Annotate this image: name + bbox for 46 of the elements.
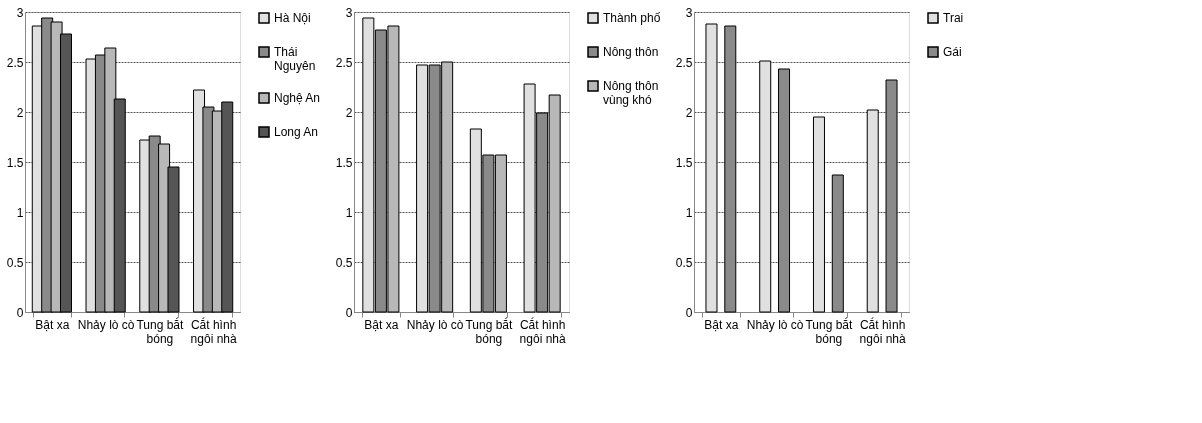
legend-label: Hà Nội	[274, 11, 311, 25]
x-tick-label: Tung bắt bóng	[136, 316, 184, 346]
x-tick-label: Tung bắt bóng	[805, 316, 853, 346]
x-tick-label: Tung bắt bóng	[465, 316, 513, 346]
legend-label: Thái Nguyên	[274, 45, 316, 73]
y-tick-label: 1.5	[6, 155, 24, 170]
legend-label: Trai	[943, 11, 964, 25]
y-tick-label: 1.5	[335, 155, 353, 170]
y-tick-label: 2.5	[6, 55, 24, 70]
legend-label: Gái	[943, 45, 962, 59]
y-tick-label: 1	[345, 205, 353, 220]
bar	[866, 109, 879, 313]
y-tick-label: 3	[345, 5, 353, 20]
legend-label: Nông thôn	[603, 45, 659, 59]
y-tick-label: 0	[16, 305, 24, 320]
bar	[812, 116, 825, 313]
legend-label: Thành phố	[603, 11, 661, 25]
x-tick-label: Bật xa	[364, 317, 399, 332]
y-tick-label: 0	[345, 305, 353, 320]
x-tick-label: Nhảy lò cò	[77, 317, 135, 332]
y-tick-label: 2	[16, 105, 24, 120]
y-tick-label: 1.5	[675, 155, 693, 170]
y-tick-label: 0	[685, 305, 693, 320]
y-tick-label: 3	[16, 5, 24, 20]
x-tick-label: Nhảy lò cò	[406, 317, 464, 332]
legend-label: Nông thôn vùng khó	[603, 79, 659, 107]
x-tick-label: Cắt hình ngôi nhà	[190, 316, 237, 346]
x-tick-label: Cắt hình ngôi nhà	[859, 316, 906, 346]
y-tick-label: 1	[16, 205, 24, 220]
bar	[759, 60, 772, 313]
x-tick-label: Bật xa	[35, 317, 70, 332]
y-tick-label: 2	[345, 105, 353, 120]
y-tick-label: 0.5	[335, 255, 353, 270]
y-tick-label: 1	[685, 205, 693, 220]
y-tick-label: 2.5	[675, 55, 693, 70]
legend-label: Long An	[274, 125, 319, 139]
x-tick-label: Nhảy lò cò	[746, 317, 804, 332]
y-tick-label: 2	[685, 105, 693, 120]
legend-label: Nghệ An	[274, 91, 321, 105]
x-tick-label: Bật xa	[704, 317, 739, 332]
y-tick-label: 3	[685, 5, 693, 20]
y-tick-label: 0.5	[6, 255, 24, 270]
y-tick-label: 0.5	[675, 255, 693, 270]
y-tick-label: 2.5	[335, 55, 353, 70]
bar	[705, 23, 718, 313]
x-tick-label: Cắt hình ngôi nhà	[519, 316, 566, 346]
